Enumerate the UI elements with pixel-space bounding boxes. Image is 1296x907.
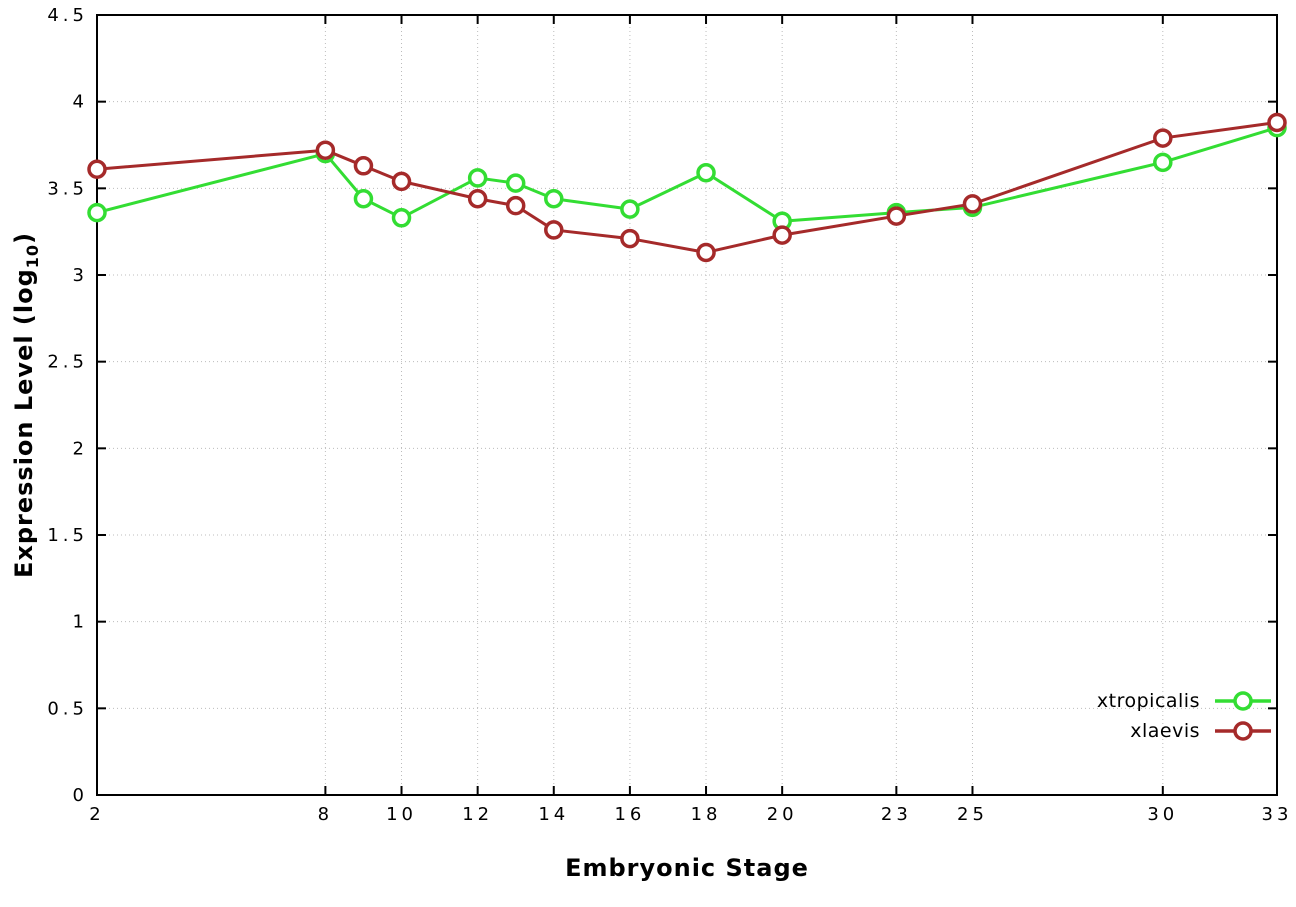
y-axis-title-close: ) [10,231,39,244]
svg-text:25: 25 [957,804,988,825]
svg-text:1.5: 1.5 [47,525,88,546]
svg-text:3: 3 [73,265,88,286]
legend-label-xlaevis: xlaevis [1130,720,1200,742]
svg-text:20: 20 [767,804,798,825]
svg-text:2: 2 [89,804,104,825]
y-axis-title-subscript: 10 [22,243,42,269]
svg-text:1: 1 [73,612,88,633]
svg-text:12: 12 [462,804,493,825]
legend-label-xtropicalis: xtropicalis [1096,690,1200,712]
svg-text:30: 30 [1147,804,1178,825]
svg-text:16: 16 [614,804,645,825]
svg-text:4.5: 4.5 [47,5,88,26]
svg-text:10: 10 [386,804,417,825]
x-axis-title: Embryonic Stage [565,854,809,882]
svg-text:23: 23 [881,804,912,825]
legend-line-sample-icon [1215,721,1271,741]
svg-text:8: 8 [318,804,333,825]
y-axis-title-text: Expression Level (log [10,268,39,579]
svg-text:18: 18 [691,804,722,825]
legend: xtropicalis xlaevis [1097,690,1274,742]
svg-text:2: 2 [73,438,88,459]
svg-text:33: 33 [1262,804,1293,825]
legend-item-xlaevis: xlaevis [1130,720,1274,742]
svg-text:0.5: 0.5 [47,698,88,719]
svg-text:3.5: 3.5 [47,178,88,199]
legend-item-xtropicalis: xtropicalis [1097,690,1274,712]
y-axis-title: Expression Level (log10) [10,232,42,578]
svg-text:0: 0 [73,785,88,806]
svg-text:2.5: 2.5 [47,352,88,373]
svg-text:4: 4 [73,92,88,113]
legend-line-sample-icon [1215,691,1271,711]
svg-text:14: 14 [538,804,569,825]
